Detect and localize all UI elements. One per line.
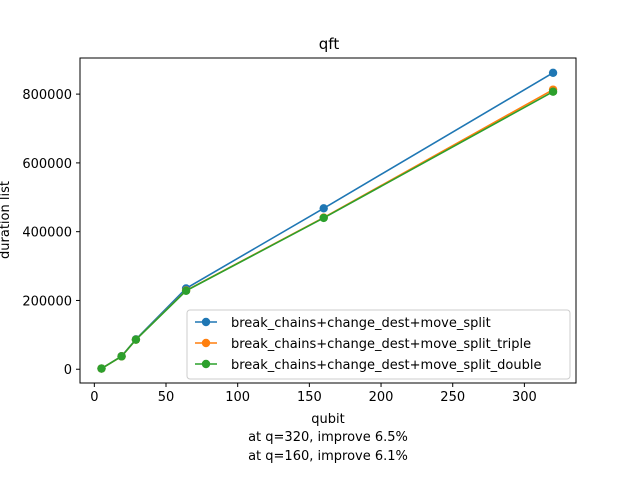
legend-entry: break_chains+change_dest+move_split_doub… bbox=[231, 358, 542, 373]
y-tick-label: 400000 bbox=[22, 226, 72, 241]
legend-entry: break_chains+change_dest+move_split_trip… bbox=[231, 337, 531, 352]
x-axis-ticks: 0 50 100 150 200 250 300 bbox=[90, 383, 537, 405]
legend-swatch-marker bbox=[201, 338, 211, 348]
legend-swatch-marker bbox=[201, 359, 211, 369]
legend-box bbox=[186, 309, 571, 380]
annotation-q320: at q=320, improve 6.5% bbox=[248, 430, 408, 445]
series-group bbox=[97, 68, 558, 373]
series-0-point bbox=[319, 204, 328, 213]
y-axis-label: duration list bbox=[0, 181, 13, 259]
plot-frame bbox=[79, 57, 577, 384]
legend: break_chains+change_dest+move_splitbreak… bbox=[186, 309, 571, 380]
series-2-point bbox=[548, 87, 558, 96]
x-tick-label: 50 bbox=[158, 390, 175, 405]
annotation-q160: at q=160, improve 6.1% bbox=[248, 449, 408, 464]
x-tick-label: 250 bbox=[440, 390, 465, 405]
x-tick-label: 150 bbox=[297, 390, 322, 405]
series-2-point bbox=[181, 286, 191, 296]
x-tick-label: 0 bbox=[90, 390, 98, 405]
y-axis-ticks: 0 200000 400000 600000 800000 bbox=[22, 88, 80, 378]
series-2-point bbox=[319, 213, 328, 223]
x-tick-label: 200 bbox=[369, 390, 394, 405]
y-tick-label: 0 bbox=[64, 363, 72, 378]
series-2-point bbox=[97, 364, 106, 373]
x-axis-label: qubit bbox=[311, 412, 344, 427]
y-tick-label: 600000 bbox=[22, 157, 72, 172]
x-tick-label: 100 bbox=[225, 390, 250, 405]
y-tick-label: 800000 bbox=[22, 88, 72, 103]
y-tick-label: 200000 bbox=[22, 294, 72, 309]
x-tick-label: 300 bbox=[512, 390, 537, 405]
series-0-point bbox=[548, 68, 558, 77]
legend-swatch-marker bbox=[201, 317, 211, 327]
series-2-point bbox=[117, 352, 126, 361]
series-2-point bbox=[131, 335, 141, 344]
legend-entry: break_chains+change_dest+move_split bbox=[231, 316, 491, 331]
chart-title: qft bbox=[319, 35, 340, 53]
